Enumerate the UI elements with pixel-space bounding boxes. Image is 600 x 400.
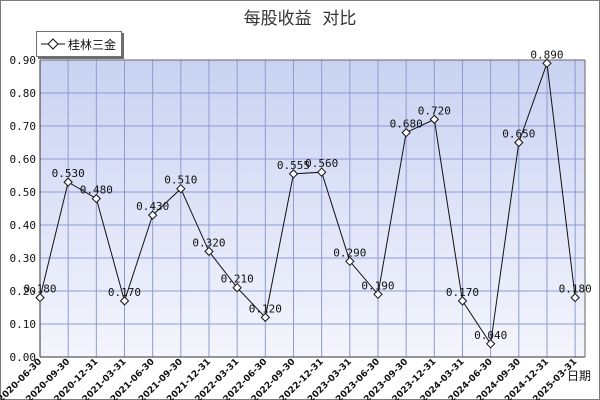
chart-title: 每股收益 对比 xyxy=(243,9,357,29)
data-label: 0.170 xyxy=(108,286,141,299)
data-point-marker xyxy=(514,137,524,148)
legend-label: 桂林三金 xyxy=(68,37,117,52)
data-label: 0.720 xyxy=(418,104,451,117)
y-tick-label: 0.90 xyxy=(10,54,37,67)
data-point-marker xyxy=(429,114,440,125)
y-tick-label: 0.60 xyxy=(10,153,37,166)
y-tick-label: 0.40 xyxy=(10,219,37,232)
y-tick-label: 0.10 xyxy=(10,318,37,331)
y-tick-label: 0.50 xyxy=(10,186,37,199)
data-point-marker xyxy=(176,183,186,194)
series-line xyxy=(39,63,576,346)
data-point-marker xyxy=(91,193,102,204)
data-label: 0.320 xyxy=(192,236,225,249)
data-label: 0.290 xyxy=(333,246,366,259)
data-point-marker xyxy=(63,177,73,187)
data-point-marker xyxy=(260,312,271,323)
data-label: 0.530 xyxy=(52,167,85,180)
data-point-marker xyxy=(35,292,45,303)
data-label: 0.480 xyxy=(80,184,113,197)
data-point-marker xyxy=(345,256,355,267)
data-label: 0.040 xyxy=(474,329,507,342)
y-tick-label: 0.80 xyxy=(10,87,37,100)
data-point-marker xyxy=(570,292,580,303)
data-label: 0.510 xyxy=(164,174,197,187)
legend-swatch xyxy=(41,38,65,50)
data-label: 0.680 xyxy=(390,118,423,131)
data-label: 0.650 xyxy=(502,128,535,141)
y-tick-label: 0.30 xyxy=(10,252,37,265)
y-tick-label: 0.20 xyxy=(10,285,37,298)
data-point-marker xyxy=(457,296,468,306)
data-point-marker xyxy=(316,167,327,177)
data-point-marker xyxy=(373,289,383,300)
data-label: 0.180 xyxy=(23,283,56,296)
data-label: 0.210 xyxy=(221,273,254,286)
y-tick-label: 0.70 xyxy=(10,120,37,133)
data-point-marker xyxy=(288,169,299,179)
data-label: 0.120 xyxy=(249,302,282,315)
plot-area xyxy=(40,60,585,357)
data-point-marker xyxy=(204,246,214,257)
data-label: 0.560 xyxy=(305,157,338,170)
data-point-marker xyxy=(485,339,496,349)
y-tick-label: 0.00 xyxy=(10,351,37,364)
data-label: 0.170 xyxy=(446,286,479,299)
legend: 桂林三金 xyxy=(36,31,122,57)
series-group: 0.180 0.530 0.480 0.170 0.430 0.510 0.320 0.210… xyxy=(23,48,592,349)
data-point-marker xyxy=(232,282,242,293)
data-label: 0.555 xyxy=(277,159,310,172)
data-point-marker xyxy=(401,127,411,138)
data-point-marker xyxy=(147,210,158,220)
axes xyxy=(39,59,586,358)
data-label: 0.190 xyxy=(361,279,394,292)
data-label: 0.180 xyxy=(559,283,592,296)
data-point-marker xyxy=(542,58,552,69)
tick-labels: 0.00 0.10 0.20 0.30 0.40 0.50 0.60 0.70 0.80 0.90… xyxy=(0,54,579,400)
x-axis-title: 日期 xyxy=(567,369,591,383)
data-point-marker xyxy=(119,296,130,306)
data-label: 0.430 xyxy=(136,200,169,213)
data-label: 0.890 xyxy=(530,48,563,61)
